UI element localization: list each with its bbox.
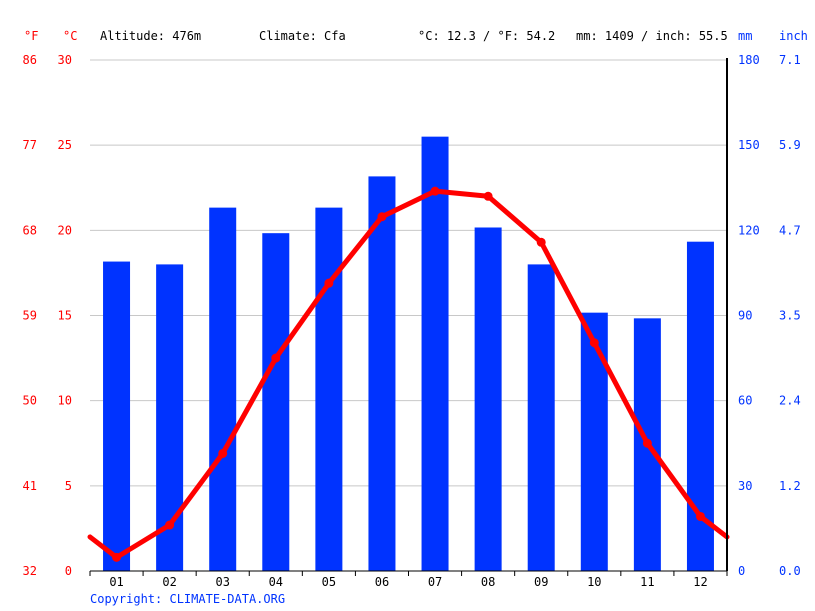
y-tick-label-fahrenheit: 77 [23,138,37,152]
y-tick-label-inch: 7.1 [779,53,801,67]
temperature-point [165,520,175,530]
gridlines [90,59,727,487]
precipitation-bar [209,207,237,571]
tick-labels: 32 0 41 5 50 10 59 15 68 20 77 25 86 30 0 0.0 30 1.2 60 2.4… [23,53,801,589]
precipitation-bar [580,312,608,571]
temperature-point [589,338,599,348]
y-tick-label-mm: 0 [738,564,745,578]
mm-unit-label: mm [738,29,752,43]
temperature-point [377,212,387,222]
precipitation-bar [527,264,555,571]
celsius-unit-label: °C [63,29,77,43]
x-tick-label: 01 [109,575,123,589]
climate-label: Climate: Cfa [259,29,346,43]
copyright-link[interactable]: Copyright: CLIMATE-DATA.ORG [90,592,286,606]
altitude-label: Altitude: 476m [100,29,201,43]
y-tick-label-mm: 120 [738,223,760,237]
temperature-point [218,448,228,458]
temperature-point [536,237,546,247]
x-tick-label: 06 [375,575,389,589]
precipitation-bar [262,233,290,571]
temperature-point [642,438,652,448]
x-tick-label: 03 [215,575,229,589]
fahrenheit-unit-label: °F [24,29,38,43]
y-tick-label-mm: 30 [738,479,752,493]
precipitation-bar [421,136,449,571]
temperature-line [87,186,730,562]
y-tick-label-inch: 0.0 [779,564,801,578]
y-tick-label-celsius: 0 [65,564,72,578]
y-tick-label-fahrenheit: 32 [23,564,37,578]
precipitation-bars [103,136,714,571]
temperature-point [324,278,334,288]
y-tick-label-mm: 60 [738,394,752,408]
y-tick-label-celsius: 25 [58,138,72,152]
y-tick-label-celsius: 5 [65,479,72,493]
x-tick-label: 07 [428,575,442,589]
y-tick-label-mm: 180 [738,53,760,67]
y-tick-label-fahrenheit: 41 [23,479,37,493]
y-tick-label-inch: 5.9 [779,138,801,152]
y-tick-label-mm: 90 [738,309,752,323]
y-tick-label-celsius: 20 [58,223,72,237]
y-tick-label-celsius: 30 [58,53,72,67]
y-tick-label-inch: 4.7 [779,223,801,237]
temperature-point [112,552,122,562]
y-tick-label-inch: 2.4 [779,394,801,408]
x-tick-label: 08 [481,575,495,589]
precipitation-bar [103,261,131,571]
y-tick-label-inch: 1.2 [779,479,801,493]
x-tick-label: 02 [162,575,176,589]
temperature-point [271,353,281,363]
y-tick-label-inch: 3.5 [779,309,801,323]
inch-unit-label: inch [779,29,808,43]
x-tick-label: 09 [534,575,548,589]
y-tick-label-celsius: 10 [58,394,72,408]
precipitation-total-label: mm: 1409 / inch: 55.5 [576,29,728,43]
x-tick-label: 11 [640,575,654,589]
y-tick-label-fahrenheit: 50 [23,394,37,408]
temperature-point [430,186,440,196]
x-tick-label: 04 [269,575,283,589]
temperature-point [695,511,705,521]
precipitation-bar [368,176,396,571]
axes [89,58,728,576]
temperature-series-line [87,188,730,560]
precipitation-bar [474,227,502,571]
y-tick-label-celsius: 15 [58,309,72,323]
x-tick-label: 10 [587,575,601,589]
precipitation-bar [156,264,184,571]
x-tick-label: 12 [693,575,707,589]
precipitation-bar [315,207,343,571]
y-tick-label-fahrenheit: 68 [23,223,37,237]
temperature-average-label: °C: 12.3 / °F: 54.2 [418,29,555,43]
y-tick-label-fahrenheit: 86 [23,53,37,67]
temperature-point [483,191,493,201]
x-tick-label: 05 [322,575,336,589]
y-tick-label-mm: 150 [738,138,760,152]
y-tick-label-fahrenheit: 59 [23,309,37,323]
